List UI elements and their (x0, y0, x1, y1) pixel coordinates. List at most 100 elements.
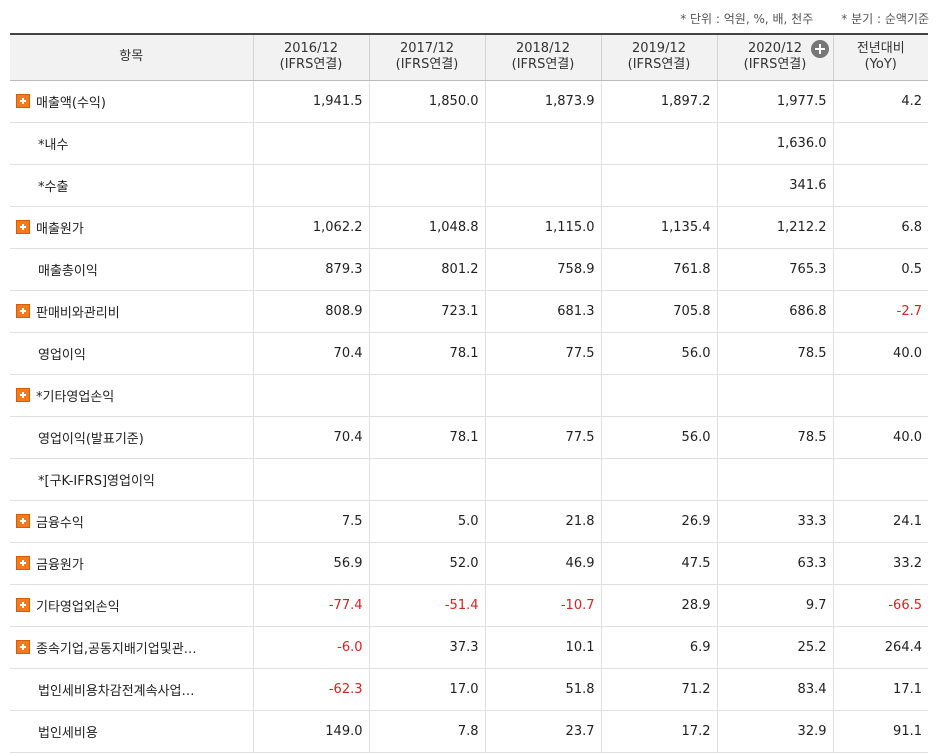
expand-plus-icon[interactable] (16, 556, 30, 570)
value-cell (716, 458, 833, 501)
value-cell: 761.8 (600, 248, 717, 291)
value-cell: 77.5 (484, 416, 601, 459)
yoy-cell: 40.0 (832, 416, 928, 459)
expand-plus-icon[interactable] (16, 388, 30, 402)
row-label: 매출원가 (36, 221, 84, 237)
value-cell: 56.9 (252, 541, 369, 585)
row-label: 법인세비용차감전계속사업… (38, 683, 195, 699)
value-cell: 10.1 (484, 626, 601, 669)
row-label-cell: *수출 (10, 164, 253, 207)
yoy-cell (832, 458, 928, 501)
value-cell (600, 458, 717, 501)
row-label: 매출액(수익) (36, 95, 106, 111)
value-cell: 1,941.5 (252, 80, 369, 123)
value-cell: 1,873.9 (484, 80, 601, 123)
header-year: 2018/12 (IFRS연결) (484, 33, 601, 81)
yoy-cell: 24.1 (832, 499, 928, 543)
value-cell: 63.3 (716, 541, 833, 585)
table-row: 금융수익 7.5 5.0 21.8 26.9 33.3 24.1 (10, 499, 928, 543)
value-cell: 32.9 (716, 710, 833, 753)
value-cell (600, 374, 717, 417)
value-cell: 46.9 (484, 541, 601, 585)
row-label: 금융원가 (36, 557, 84, 573)
add-column-icon[interactable] (810, 40, 829, 58)
row-label: 법인세비용 (38, 725, 98, 741)
row-label-cell: 영업이익(발표기준) (10, 416, 253, 459)
row-label: 영업이익(발표기준) (38, 431, 144, 447)
table-row: 매출원가 1,062.2 1,048.8 1,115.0 1,135.4 1,212.2 6… (10, 205, 928, 249)
value-cell: 758.9 (484, 248, 601, 291)
table-row: *내수 1,636.0 (10, 121, 928, 165)
table-row: *[구K-IFRS]영업이익 (10, 458, 928, 501)
value-cell: 21.8 (484, 499, 601, 543)
header-row: 항목 2016/12 (IFRS연결) 2017/12 (IFRS연결) 2018/… (10, 33, 928, 81)
value-cell: 1,897.2 (600, 80, 717, 123)
value-cell (716, 374, 833, 417)
value-cell (484, 121, 601, 165)
value-cell: 1,048.8 (368, 205, 485, 249)
value-cell: 705.8 (600, 289, 717, 333)
row-label: 영업이익 (38, 347, 86, 363)
row-label-cell: 매출원가 (10, 205, 253, 249)
unit-note: * 단위 : 억원, %, 배, 천주 (680, 12, 814, 26)
value-cell: 801.2 (368, 248, 485, 291)
value-cell: 1,977.5 (716, 80, 833, 123)
value-cell: 71.2 (600, 668, 717, 711)
value-cell: -10.7 (484, 583, 601, 627)
expand-plus-icon[interactable] (16, 94, 30, 108)
value-cell: 78.1 (368, 332, 485, 375)
value-cell: 70.4 (252, 332, 369, 375)
value-cell (600, 121, 717, 165)
value-cell: -51.4 (368, 583, 485, 627)
yoy-cell: 91.1 (832, 710, 928, 753)
yoy-cell: 6.8 (832, 205, 928, 249)
row-label-cell: *기타영업손익 (10, 374, 253, 417)
value-cell: 1,062.2 (252, 205, 369, 249)
value-cell: -6.0 (252, 626, 369, 669)
value-cell: 56.0 (600, 416, 717, 459)
table-row: 종속기업,공동지배기업및관… -6.0 37.3 10.1 6.9 25.2 264.4 (10, 626, 928, 669)
value-cell: 78.5 (716, 332, 833, 375)
table-row: 매출총이익 879.3 801.2 758.9 761.8 765.3 0.5 (10, 248, 928, 291)
expand-plus-icon[interactable] (16, 220, 30, 234)
yoy-cell: -66.5 (832, 583, 928, 627)
value-cell: 23.7 (484, 710, 601, 753)
table-row: 영업이익(발표기준) 70.4 78.1 77.5 56.0 78.5 40.0 (10, 416, 928, 459)
value-cell: 77.5 (484, 332, 601, 375)
expand-plus-icon[interactable] (16, 514, 30, 528)
row-label: *내수 (38, 137, 69, 153)
expand-plus-icon[interactable] (16, 598, 30, 612)
value-cell: 25.2 (716, 626, 833, 669)
value-cell: 723.1 (368, 289, 485, 333)
value-cell: 808.9 (252, 289, 369, 333)
row-label-cell: 종속기업,공동지배기업및관… (10, 626, 253, 669)
value-cell: 9.7 (716, 583, 833, 627)
row-label: 기타영업외손익 (36, 599, 120, 615)
value-cell: 78.5 (716, 416, 833, 459)
expand-plus-icon[interactable] (16, 304, 30, 318)
value-cell: 28.9 (600, 583, 717, 627)
table-row: 판매비와관리비 808.9 723.1 681.3 705.8 686.8 -2.7 (10, 289, 928, 333)
header-year: 2017/12 (IFRS연결) (368, 33, 485, 81)
header-item: 항목 (10, 33, 253, 81)
value-cell: 7.8 (368, 710, 485, 753)
yoy-cell: 0.5 (832, 248, 928, 291)
value-cell (252, 458, 369, 501)
row-label-cell: 매출액(수익) (10, 80, 253, 123)
value-cell: 17.2 (600, 710, 717, 753)
value-cell: 51.8 (484, 668, 601, 711)
value-cell: 879.3 (252, 248, 369, 291)
value-cell: 37.3 (368, 626, 485, 669)
value-cell: 56.0 (600, 332, 717, 375)
value-cell: 149.0 (252, 710, 369, 753)
value-cell (252, 164, 369, 207)
value-cell (368, 458, 485, 501)
yoy-cell: 4.2 (832, 80, 928, 123)
basis-note: * 분기 : 순액기준 (841, 12, 929, 26)
expand-plus-icon[interactable] (16, 640, 30, 654)
row-label-cell: 금융수익 (10, 499, 253, 543)
row-label: 종속기업,공동지배기업및관… (36, 641, 197, 657)
yoy-cell: -2.7 (832, 289, 928, 333)
row-label-cell: 법인세비용 (10, 710, 253, 753)
value-cell: 83.4 (716, 668, 833, 711)
